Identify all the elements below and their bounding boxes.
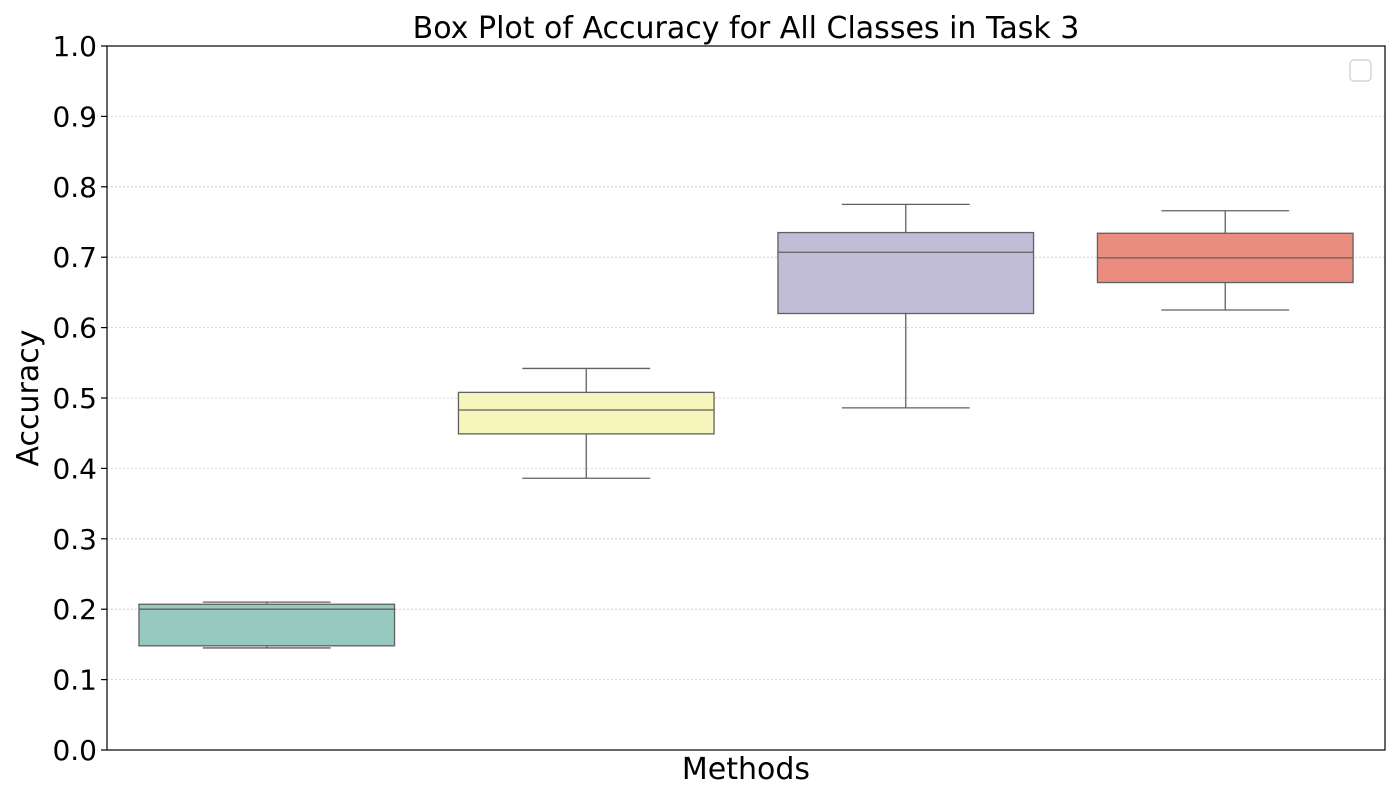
y-tick-label: 0.8: [52, 171, 97, 204]
y-tick-label: 0.6: [52, 312, 97, 345]
iqr-box: [138, 603, 396, 647]
boxes: [138, 203, 1354, 649]
iqr-box: [777, 231, 1035, 315]
iqr-box: [457, 391, 715, 435]
legend-box: [1349, 59, 1372, 82]
y-tick-label: 1.0: [52, 30, 97, 63]
box-2: [457, 367, 715, 479]
box-4: [1096, 210, 1354, 311]
box-3: [777, 203, 1035, 409]
grid-lines: [107, 116, 1385, 680]
y-axis-label: Accuracy: [11, 330, 46, 467]
y-axis-ticks: 0.0 0.1 0.2 0.3 0.4 0.5 0.6 0.7 0.8 0.9 1.0: [52, 30, 107, 767]
y-tick-label: 0.5: [52, 382, 97, 415]
y-tick-label: 0.0: [52, 734, 97, 767]
x-axis-label: Methods: [682, 752, 810, 787]
y-tick-label: 0.4: [52, 452, 97, 485]
box-1: [138, 601, 396, 649]
y-tick-label: 0.1: [52, 664, 97, 697]
y-tick-label: 0.7: [52, 241, 97, 274]
y-tick-label: 0.2: [52, 593, 97, 626]
y-tick-label: 0.3: [52, 523, 97, 556]
chart-title: Box Plot of Accuracy for All Classes in …: [413, 11, 1080, 46]
y-tick-label: 0.9: [52, 100, 97, 133]
